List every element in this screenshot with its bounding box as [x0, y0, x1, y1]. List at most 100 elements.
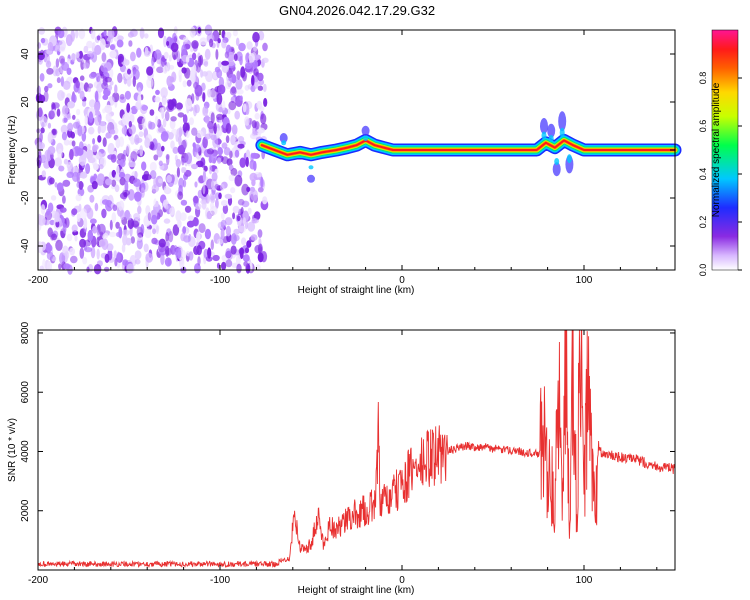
noise-blob [154, 115, 159, 126]
noise-blob [156, 66, 164, 74]
noise-blob [71, 93, 77, 104]
noise-blob [56, 182, 64, 192]
noise-blob [154, 49, 162, 60]
noise-blob [159, 107, 165, 114]
noise-blob [210, 239, 214, 250]
noise-blob [198, 223, 206, 234]
noise-blob [185, 56, 190, 63]
noise-blob [63, 158, 69, 165]
noise-blob [58, 263, 62, 270]
noise-blob [257, 252, 264, 263]
noise-blob [235, 37, 240, 46]
noise-blob [101, 238, 109, 251]
noise-blob [129, 114, 135, 123]
noise-blob [151, 237, 158, 245]
noise-blob [204, 228, 211, 240]
noise-blob [246, 186, 251, 192]
noise-blob [148, 121, 156, 130]
noise-blob [96, 35, 101, 41]
noise-blob [136, 238, 143, 250]
noise-blob [62, 80, 71, 91]
ridge-blob [554, 158, 560, 165]
noise-blob [203, 61, 209, 67]
noise-blob [40, 127, 45, 134]
noise-blob [223, 147, 231, 156]
noise-blob [109, 129, 116, 135]
x-tick-label: 0 [399, 275, 405, 286]
noise-blob [82, 100, 87, 107]
noise-blob [146, 66, 154, 76]
noise-blob [102, 232, 109, 239]
noise-blob [37, 107, 43, 118]
noise-blob [169, 118, 176, 130]
noise-blob [39, 73, 45, 82]
noise-blob [197, 256, 201, 266]
ridge-blob [281, 140, 287, 146]
noise-blob [122, 229, 130, 236]
noise-blob [226, 31, 232, 39]
noise-blob [67, 166, 72, 173]
ridge-blob [547, 123, 556, 138]
noise-blob [196, 231, 201, 243]
noise-blob [143, 50, 151, 57]
noise-blob [128, 120, 132, 128]
noise-blob [107, 29, 115, 40]
noise-blob [254, 211, 261, 221]
noise-blob [218, 192, 222, 200]
noise-blob [126, 102, 131, 113]
snr-line [37, 329, 676, 569]
noise-blob [116, 165, 120, 178]
colorbar-label: Normalized spectral amplitude [711, 82, 722, 217]
noise-blob [230, 233, 237, 245]
noise-blob [134, 250, 142, 260]
noise-blob [215, 198, 219, 209]
colorbar-tick-label: 0.4 [698, 168, 708, 181]
noise-blob [75, 193, 82, 202]
noise-blob [207, 88, 212, 98]
noise-blob [71, 140, 76, 147]
noise-blob [181, 157, 186, 164]
noise-blob [236, 215, 241, 222]
spectrogram-xlabel: Height of straight line (km) [298, 285, 415, 296]
noise-blob [102, 137, 107, 148]
noise-blob [243, 217, 246, 225]
noise-blob [116, 39, 124, 48]
noise-blob [105, 132, 111, 139]
noise-blob [93, 110, 101, 116]
ridge-blob [558, 111, 567, 132]
noise-blob [89, 194, 95, 203]
noise-blob [189, 117, 194, 126]
noise-blob [222, 204, 229, 215]
noise-blob [258, 243, 263, 255]
y-tick-label: 40 [20, 48, 31, 60]
noise-blob [97, 135, 102, 143]
noise-blob [247, 207, 252, 215]
noise-blob [57, 148, 63, 160]
noise-blob [79, 90, 85, 100]
noise-blob [83, 217, 88, 229]
noise-blob [202, 136, 208, 149]
noise-blob [132, 76, 136, 87]
noise-blob [105, 178, 113, 186]
noise-blob [58, 39, 66, 51]
noise-blob [87, 229, 94, 242]
noise-blob [47, 122, 52, 129]
noise-blob [96, 248, 100, 260]
noise-blob [163, 51, 169, 60]
y-tick-label: -20 [20, 190, 31, 205]
noise-blob [37, 52, 45, 61]
noise-blob [143, 170, 150, 178]
spectrogram-ylabel: Frequency (Hz) [7, 116, 18, 185]
noise-blob [47, 83, 53, 89]
noise-blob [153, 154, 159, 161]
noise-blob [233, 53, 238, 62]
noise-blob [117, 72, 123, 84]
noise-blob [225, 248, 231, 258]
noise-blob [235, 78, 243, 91]
noise-blob [202, 183, 206, 195]
noise-blob [254, 112, 260, 120]
noise-blob [236, 263, 242, 274]
noise-blob [163, 218, 171, 224]
noise-blob [151, 214, 158, 225]
noise-blob [199, 54, 204, 66]
